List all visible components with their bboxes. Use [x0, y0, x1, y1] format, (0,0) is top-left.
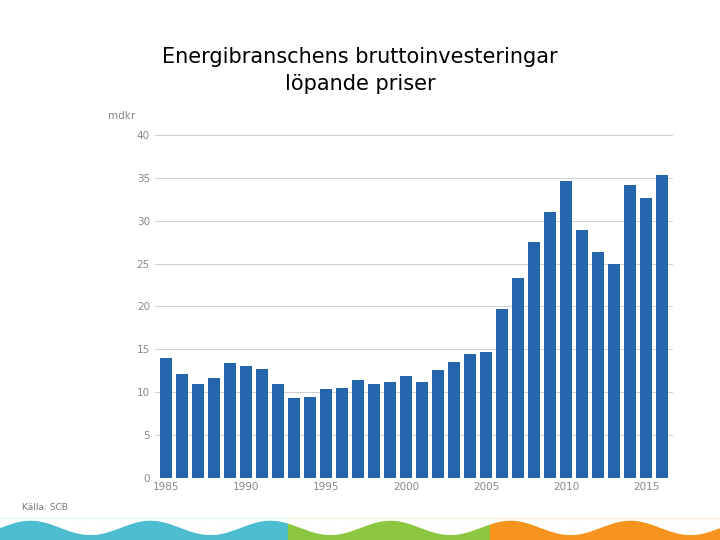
- Text: löpande priser: löpande priser: [284, 73, 436, 94]
- Bar: [384, 382, 396, 478]
- Bar: [512, 278, 523, 478]
- Bar: [593, 252, 604, 478]
- Bar: [192, 384, 204, 478]
- Bar: [176, 374, 188, 478]
- Bar: [464, 354, 476, 478]
- Bar: [528, 242, 540, 478]
- Bar: [544, 212, 556, 478]
- Bar: [640, 198, 652, 478]
- Text: mdkr: mdkr: [108, 111, 135, 122]
- Bar: [208, 377, 220, 478]
- Text: Energibranschens bruttoinvesteringar: Energibranschens bruttoinvesteringar: [162, 46, 558, 67]
- Bar: [288, 519, 490, 540]
- Bar: [224, 363, 235, 478]
- Bar: [449, 362, 460, 478]
- Bar: [608, 264, 620, 478]
- Bar: [256, 369, 268, 478]
- Bar: [416, 382, 428, 478]
- Bar: [368, 384, 379, 478]
- Bar: [576, 230, 588, 478]
- Bar: [480, 352, 492, 478]
- Bar: [288, 398, 300, 478]
- Bar: [161, 358, 172, 478]
- Bar: [400, 376, 412, 478]
- Bar: [656, 176, 667, 478]
- Bar: [352, 380, 364, 478]
- Bar: [432, 370, 444, 478]
- Bar: [0, 519, 288, 540]
- Bar: [496, 309, 508, 478]
- Bar: [272, 383, 284, 478]
- Bar: [305, 397, 316, 478]
- Bar: [336, 388, 348, 478]
- Bar: [320, 389, 332, 478]
- Bar: [560, 181, 572, 478]
- Bar: [240, 367, 252, 478]
- Bar: [624, 185, 636, 478]
- Bar: [490, 519, 720, 540]
- Text: Källa: SCB: Källa: SCB: [22, 503, 68, 512]
